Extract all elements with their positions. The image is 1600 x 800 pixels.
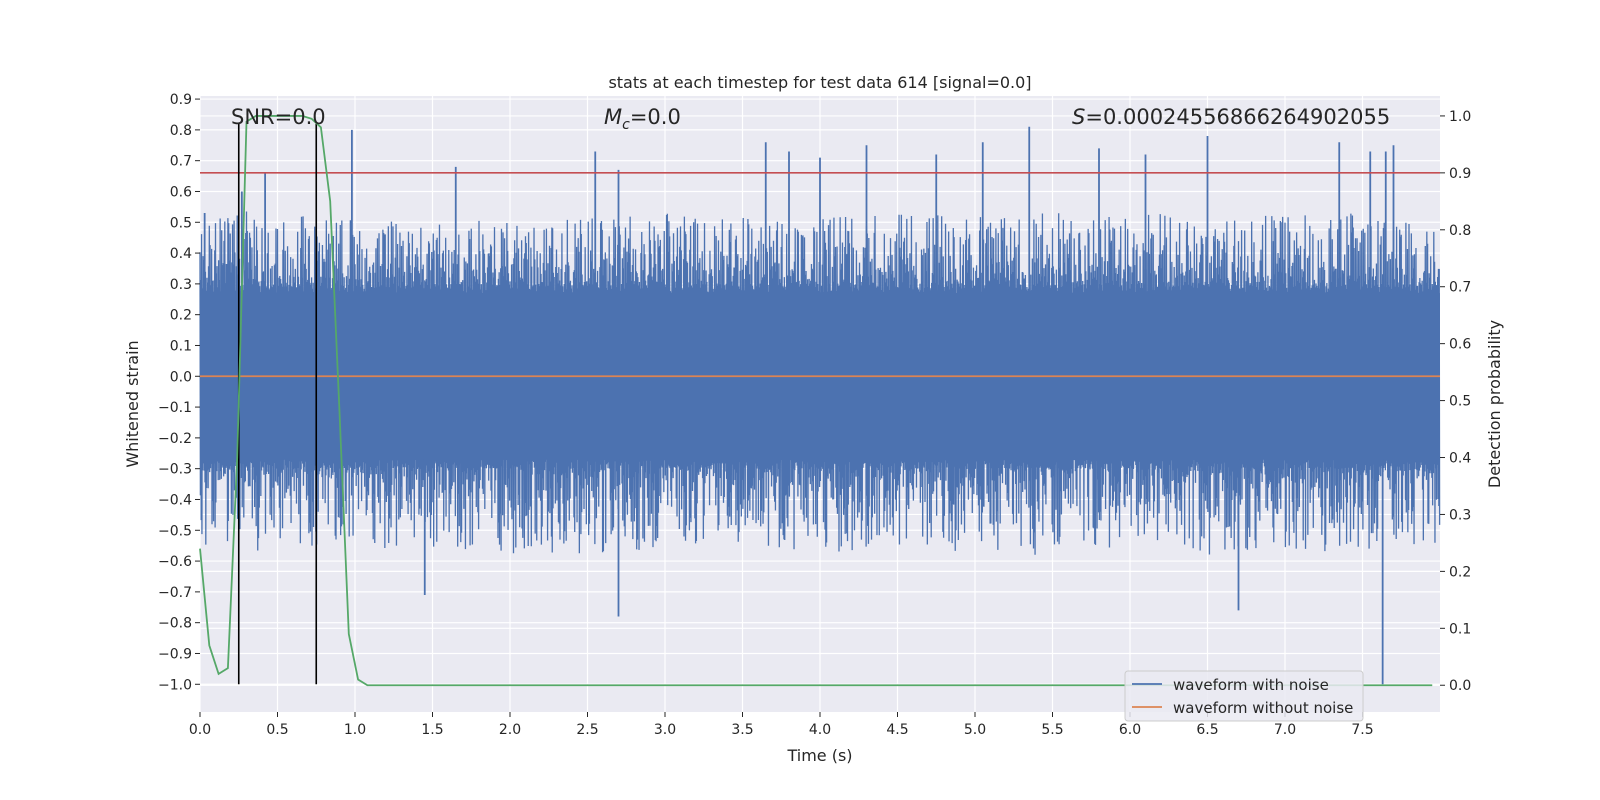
x-tick-label: 3.5 (731, 722, 753, 738)
x-tick-label: 3.0 (654, 722, 676, 738)
y2-tick-label: 0.4 (1449, 451, 1471, 467)
y2-tick-label: 0.6 (1449, 337, 1471, 353)
y-tick-label: −0.5 (158, 523, 192, 539)
y2-tick-label: 0.1 (1449, 621, 1471, 637)
y-tick-label: 0.3 (170, 277, 192, 293)
y-axis-left: 0.9 0.8 0.7 0.6 0.5 0.4 0.3 0.2 0.1 0.0 −0.1 −0.2 −0… (158, 92, 200, 693)
y-tick-label: 0.6 (170, 184, 192, 200)
x-tick-label: 6.0 (1119, 722, 1141, 738)
x-tick-label: 1.0 (344, 722, 366, 738)
x-tick-label: 4.0 (809, 722, 831, 738)
x-tick-label: 5.5 (1041, 722, 1063, 738)
y-tick-label: −0.1 (158, 400, 192, 416)
x-tick-label: 1.5 (421, 722, 443, 738)
plot-content (199, 115, 1441, 687)
y-tick-label: −0.6 (158, 554, 192, 570)
x-tick-label: 2.5 (576, 722, 598, 738)
y-tick-label: −0.3 (158, 462, 192, 478)
y-tick-label: −0.2 (158, 431, 192, 447)
legend-label-clean: waveform without noise (1173, 699, 1353, 717)
s-annotation: S=0.00024556866264902055 (1072, 105, 1390, 129)
y2-tick-label: 0.0 (1449, 678, 1471, 694)
chirp-mass-annotation: Mc=0.0 (604, 105, 681, 133)
y-tick-label: 0.4 (170, 246, 192, 262)
y2-tick-label: 0.9 (1449, 166, 1471, 182)
x-axis: 0.0 0.5 1.0 1.5 2.0 2.5 3.0 3.5 4.0 4.5 5.0 5.5 6.0 6… (189, 712, 1374, 738)
y-tick-label: 0.8 (170, 123, 192, 139)
y-tick-label: 0.9 (170, 92, 192, 108)
y2-tick-label: 0.7 (1449, 280, 1471, 296)
y-axis-title-left: Whitened strain (123, 340, 142, 467)
y-tick-label: 0.5 (170, 215, 192, 231)
y-tick-label: 0.1 (170, 338, 192, 354)
snr-prefix: SNR= (231, 105, 292, 129)
legend-label-noise: waveform with noise (1173, 676, 1329, 694)
y2-tick-label: 0.8 (1449, 223, 1471, 239)
mc-subscript: c (622, 117, 630, 133)
legend-box (1124, 670, 1364, 722)
x-tick-label: 4.5 (886, 722, 908, 738)
mc-symbol: M (604, 105, 622, 129)
y2-tick-label: 0.5 (1449, 394, 1471, 410)
x-tick-label: 0.0 (189, 722, 211, 738)
x-tick-label: 7.0 (1274, 722, 1296, 738)
y-tick-label: 0.7 (170, 154, 192, 170)
y2-tick-label: 0.2 (1449, 564, 1471, 580)
y-tick-label: 0.2 (170, 308, 192, 324)
y-tick-label: −0.7 (158, 585, 192, 601)
snr-value: 0.0 (292, 105, 325, 129)
x-tick-label: 2.0 (499, 722, 521, 738)
x-axis-title: Time (s) (786, 746, 852, 765)
y2-tick-label: 1.0 (1449, 109, 1471, 125)
y-tick-label: 0.0 (170, 369, 192, 385)
x-tick-label: 7.5 (1351, 722, 1373, 738)
s-value: =0.00024556866264902055 (1085, 105, 1390, 129)
y-tick-label: −1.0 (158, 677, 192, 693)
y-tick-label: −0.9 (158, 646, 192, 662)
y-tick-label: −0.8 (158, 616, 192, 632)
x-tick-label: 0.5 (266, 722, 288, 738)
mc-value: =0.0 (630, 105, 681, 129)
legend: waveform with noise waveform without noi… (1124, 670, 1364, 722)
x-tick-label: 6.5 (1196, 722, 1218, 738)
y2-tick-label: 0.3 (1449, 507, 1471, 523)
s-symbol: S (1072, 105, 1085, 129)
series-detection-probability (199, 115, 1433, 687)
y-tick-label: −0.4 (158, 492, 192, 508)
chart-title: stats at each timestep for test data 614… (608, 73, 1031, 92)
y-axis-title-right: Detection probability (1485, 320, 1504, 488)
snr-annotation: SNR=0.0 (231, 105, 326, 129)
y-axis-right: 0.0 0.1 0.2 0.3 0.4 0.5 0.6 0.7 0.8 0.9 1.0 (1440, 109, 1471, 694)
x-tick-label: 5.0 (964, 722, 986, 738)
